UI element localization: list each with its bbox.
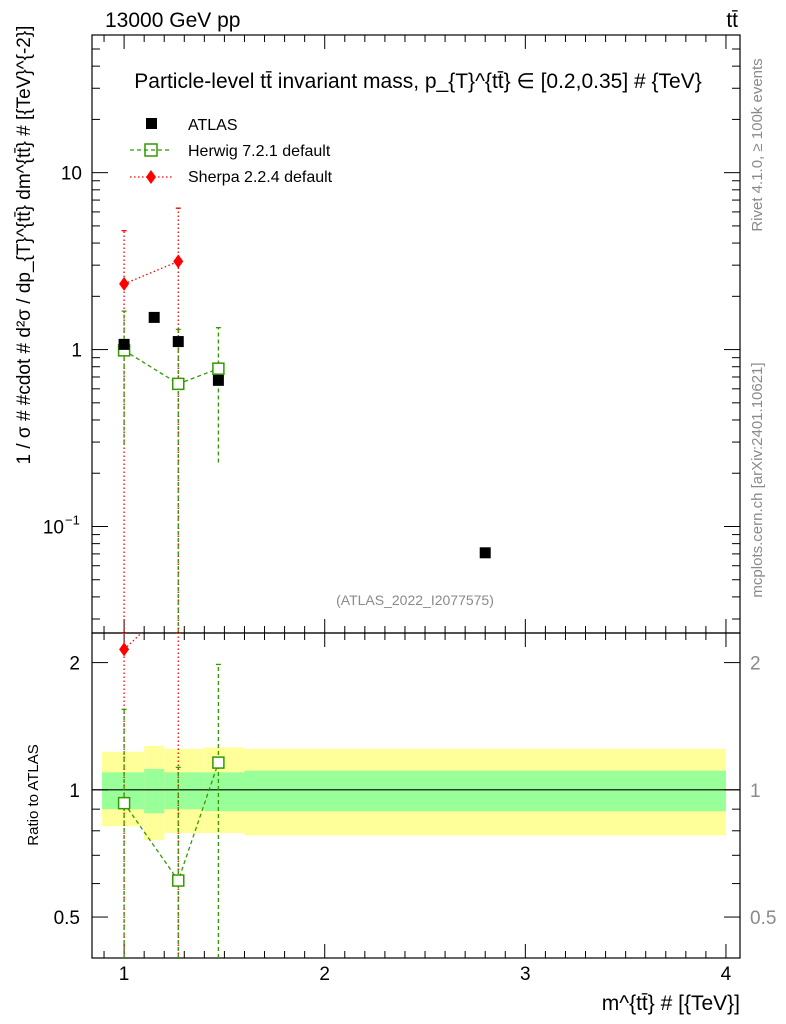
- ratio-sherpa-series: [119, 633, 181, 958]
- sherpa-point: [119, 276, 130, 291]
- y-tick-label-exponent: −1: [65, 512, 80, 527]
- legend-herwig-label: Herwig 7.2.1 default: [188, 143, 331, 160]
- ratio-band-inner: [164, 772, 205, 810]
- ratio-y-tick-label-right: 0.5: [750, 908, 776, 929]
- herwig-series: [117, 310, 225, 633]
- atlas-point: [479, 547, 491, 559]
- legend-sherpa-marker: [146, 170, 156, 184]
- ratio-y-tick-label-right: 2: [750, 654, 761, 675]
- ratio-y-axis-label: Ratio to ATLAS: [25, 744, 42, 845]
- legend-sherpa-label: Sherpa 2.2.4 default: [188, 169, 333, 186]
- ratio-herwig-series: [117, 663, 225, 958]
- x-tick-label: 3: [520, 964, 531, 985]
- ratio-sherpa-line: [123, 633, 143, 650]
- atlas-point: [212, 374, 224, 386]
- ratio-y-tick-label-right: 1: [750, 781, 761, 802]
- legend-herwig-marker: [144, 143, 158, 157]
- ratio-y-tick-label: 1: [69, 781, 80, 802]
- atlas-point: [172, 336, 184, 348]
- ratio-y-tick-label: 2: [69, 654, 80, 675]
- y-tick-label: 10: [61, 164, 82, 185]
- y-tick-label: 1: [71, 341, 82, 362]
- ratio-band-inner: [144, 769, 165, 814]
- x-tick-label: 4: [721, 964, 732, 985]
- ratio-bands: [92, 745, 740, 841]
- ratio-band-inner: [204, 772, 245, 812]
- ratio-frame: [91, 632, 741, 959]
- y-axis-label: 1 / σ # #cdot # d²σ / dp_{T}^{tt̄} dm^{t…: [14, 26, 35, 465]
- legend: ATLAS Herwig 7.2.1 default Sherpa 2.2.4 …: [130, 117, 333, 186]
- ratio-sherpa-point: [119, 642, 130, 657]
- analysis-id: (ATLAS_2022_I2077575): [336, 592, 494, 608]
- atlas-series: [118, 311, 491, 559]
- ratio-herwig-point: [212, 756, 225, 769]
- rivet-label: Rivet 4.1.0, ≥ 100k events: [749, 58, 766, 231]
- ratio-herwig-point: [117, 796, 131, 810]
- herwig-point: [212, 362, 225, 375]
- sherpa-series: [119, 207, 184, 633]
- chart-title: Particle-level tt̄ invariant mass, p_{T}…: [134, 70, 701, 93]
- herwig-point: [172, 377, 185, 391]
- legend-atlas-label: ATLAS: [188, 117, 238, 134]
- header-energy: 13000 GeV pp: [105, 9, 240, 32]
- x-axis-label: m^{tt̄} # [{TeV}]: [602, 992, 740, 1015]
- sherpa-point: [173, 254, 184, 269]
- ratio-y-tick-label: 0.5: [54, 908, 80, 929]
- ratio-herwig-point: [172, 874, 185, 887]
- legend-atlas-marker: [146, 118, 157, 129]
- herwig-line: [123, 349, 219, 385]
- ratio-band-inner: [244, 770, 726, 812]
- y-tick-label: 10: [43, 517, 64, 538]
- x-tick-label: 1: [119, 964, 130, 985]
- header-process: tt̄: [726, 9, 738, 32]
- ratio-panel: 1 2 3 4 0.5 0.5 1 1 2 2: [54, 632, 776, 985]
- sherpa-line: [123, 260, 179, 285]
- atlas-point: [118, 338, 130, 350]
- mcplots-label: mcplots.cern.ch [arXiv:2401.10621]: [749, 362, 766, 597]
- x-tick-label: 2: [319, 964, 330, 985]
- atlas-point: [148, 311, 160, 323]
